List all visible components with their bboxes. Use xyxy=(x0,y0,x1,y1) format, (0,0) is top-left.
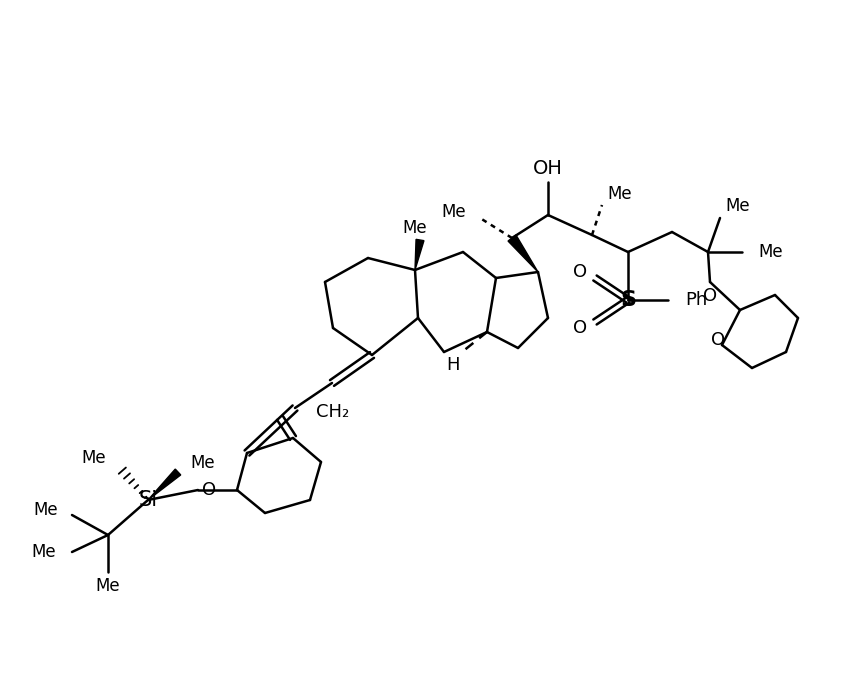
Text: Me: Me xyxy=(190,454,214,472)
Text: O: O xyxy=(573,319,587,337)
Text: O: O xyxy=(711,331,725,349)
Text: Me: Me xyxy=(96,577,120,595)
Polygon shape xyxy=(508,235,538,272)
Text: O: O xyxy=(573,263,587,281)
Text: Si: Si xyxy=(138,490,158,510)
Text: Me: Me xyxy=(402,219,428,237)
Text: Me: Me xyxy=(81,449,106,467)
Text: O: O xyxy=(703,287,717,305)
Text: Me: Me xyxy=(33,501,58,519)
Text: Ph: Ph xyxy=(685,291,707,309)
Text: H: H xyxy=(446,356,460,374)
Text: S: S xyxy=(620,290,636,310)
Text: Me: Me xyxy=(441,203,466,221)
Polygon shape xyxy=(415,239,424,270)
Text: Me: Me xyxy=(607,185,632,203)
Polygon shape xyxy=(148,469,180,500)
Text: Me: Me xyxy=(31,543,56,561)
Text: Me: Me xyxy=(725,197,750,215)
Text: Me: Me xyxy=(758,243,783,261)
Text: O: O xyxy=(202,481,216,499)
Text: CH₂: CH₂ xyxy=(316,403,349,421)
Text: OH: OH xyxy=(533,158,563,177)
